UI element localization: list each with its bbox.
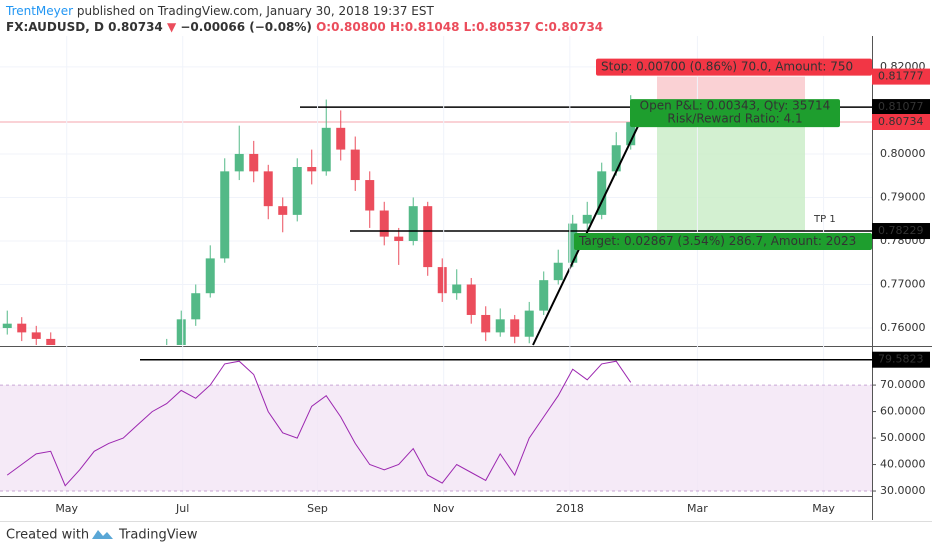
candle-body xyxy=(597,171,607,215)
candle-body xyxy=(582,214,592,224)
rsi-tick-label: 30.0000 xyxy=(880,484,926,497)
candle-body xyxy=(568,223,578,263)
candle-body xyxy=(336,127,346,150)
rsi-tick-label: 60.0000 xyxy=(880,405,926,418)
x-tick-label: Nov xyxy=(433,502,455,515)
rsi-tick-label: 70.0000 xyxy=(880,378,926,391)
header: TrentMeyer published on TradingView.com,… xyxy=(5,4,434,18)
candle-body xyxy=(17,323,27,333)
candle-body xyxy=(423,206,433,268)
y-tick-label: 0.77000 xyxy=(880,278,926,291)
candle-body xyxy=(61,354,70,371)
candle-body xyxy=(31,332,41,339)
symbol-line: FX:AUDUSD, D 0.80734 ▼ −0.00066 (−0.08%)… xyxy=(6,20,603,34)
x-tick-label: Mar xyxy=(687,502,708,515)
tp-text: TP 1 xyxy=(813,214,836,225)
candle-body xyxy=(307,166,317,172)
footer-brand[interactable]: TradingView xyxy=(118,528,198,543)
tv-logo xyxy=(92,530,113,539)
candle-body xyxy=(365,180,375,211)
candle-body xyxy=(234,153,244,172)
candle-body xyxy=(510,319,520,337)
level-label: 0.78229 xyxy=(878,224,924,237)
rsi-level-box xyxy=(872,351,930,368)
candle-body xyxy=(176,319,186,345)
target-text: Target: 0.02867 (3.54%) 286.7, Amount: 2… xyxy=(578,234,856,248)
level-box xyxy=(872,223,930,240)
rsi-band xyxy=(0,385,872,492)
x-tick-label: May xyxy=(55,502,78,515)
candle-body xyxy=(539,280,549,311)
rsi-tick-label: 40.0000 xyxy=(880,458,926,471)
rr-text: Risk/Reward Ratio: 4.1 xyxy=(667,112,802,126)
candle-body xyxy=(75,372,84,381)
candle-body xyxy=(466,284,476,315)
price-label: 0.80734 xyxy=(878,115,924,128)
pnl-text: Open P&L: 0.00343, Qty: 35714 xyxy=(640,99,831,113)
x-tick-label: 2018 xyxy=(556,502,584,515)
candle-body xyxy=(133,372,142,381)
candle-body xyxy=(321,127,331,172)
ohlc: O:0.80800 H:0.81048 L:0.80537 C:0.80734 xyxy=(316,20,603,34)
level-label: 0.81077 xyxy=(878,100,924,113)
candle-body xyxy=(46,338,56,345)
candle-body xyxy=(191,293,201,320)
candle-body xyxy=(205,258,215,294)
candle-body xyxy=(278,206,288,215)
rsi-level-label: 79.5823 xyxy=(878,353,924,366)
candle-body xyxy=(611,145,621,172)
y-tick-label: 0.76000 xyxy=(880,321,926,334)
author[interactable]: TrentMeyer xyxy=(5,4,73,18)
y-tick-label: 0.80000 xyxy=(880,147,926,160)
candle-body xyxy=(481,314,491,333)
candle-body xyxy=(2,323,12,329)
candle-body xyxy=(524,310,534,337)
target-zone xyxy=(657,107,805,232)
candle-body xyxy=(394,236,404,241)
footer-created: Created with xyxy=(6,528,89,543)
candle-body xyxy=(437,267,447,294)
stop-text: Stop: 0.00700 (0.86%) 70.0, Amount: 750 xyxy=(601,60,853,74)
price-box xyxy=(872,113,930,130)
published: published on TradingView.com, January 30… xyxy=(77,4,435,18)
x-tick-label: Sep xyxy=(307,502,328,515)
candle-body xyxy=(292,166,302,215)
price-label: 0.81777 xyxy=(878,70,924,83)
candle-body xyxy=(452,284,462,294)
candle-body xyxy=(263,171,273,207)
x-tick-label: May xyxy=(812,502,835,515)
level-box xyxy=(872,99,930,116)
stop-box xyxy=(596,58,872,76)
candle-body xyxy=(408,206,418,241)
candle-body xyxy=(553,262,563,281)
rsi-line xyxy=(6,360,632,487)
candle-body xyxy=(626,122,636,146)
change: −0.00066 (−0.08%) xyxy=(180,20,312,34)
rsi-tick-label: 50.0000 xyxy=(880,431,926,444)
candle-body xyxy=(162,345,171,358)
price-box xyxy=(872,68,930,85)
candle-body xyxy=(379,210,389,237)
price-pane xyxy=(0,66,872,381)
candle-body xyxy=(350,149,360,181)
candle-body xyxy=(220,171,230,259)
price: 0.80734 xyxy=(108,20,163,34)
symbol: FX:AUDUSD, D xyxy=(6,20,104,34)
candle-body xyxy=(495,319,505,333)
candle-body xyxy=(249,153,259,172)
pnl-box xyxy=(630,99,840,128)
x-tick-label: Jul xyxy=(175,502,189,515)
y-tick-label: 0.79000 xyxy=(880,190,926,203)
target-box xyxy=(574,233,872,251)
arrow: ▼ xyxy=(167,20,177,34)
